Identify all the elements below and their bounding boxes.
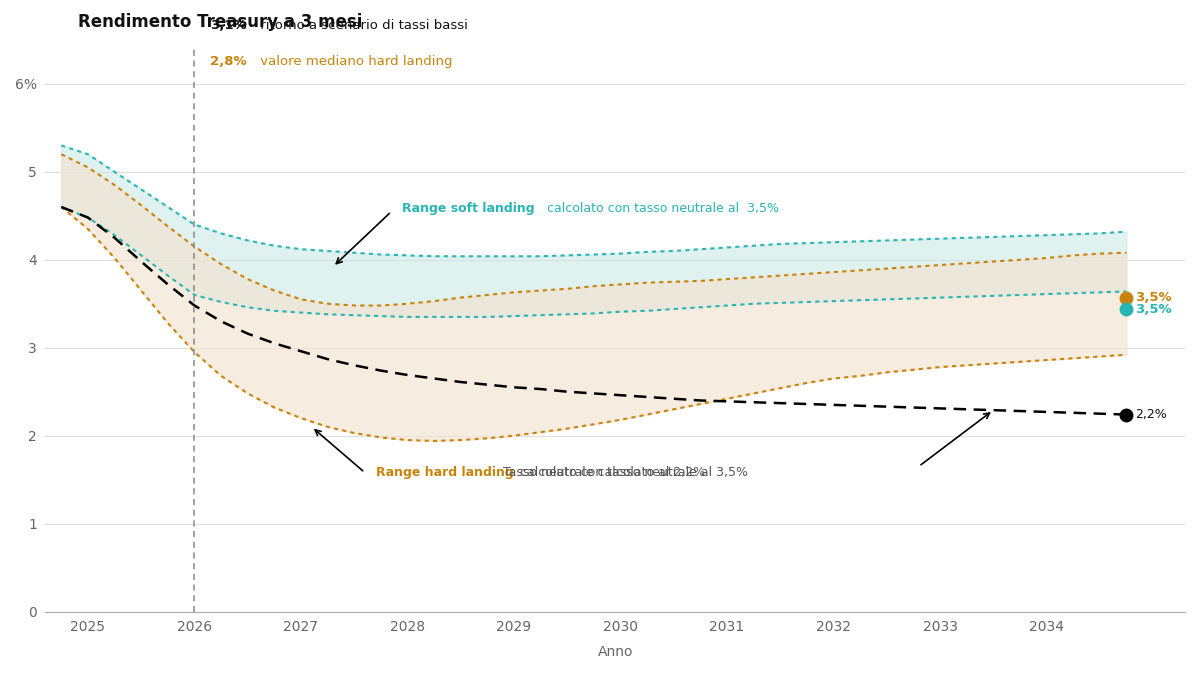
Text: Rendimento Treasury a 3 mesi: Rendimento Treasury a 3 mesi	[78, 13, 362, 32]
Text: valore mediano hard landing: valore mediano hard landing	[256, 55, 452, 67]
Text: calcolato con tasso neutrale al 3,5%: calcolato con tasso neutrale al 3,5%	[516, 466, 748, 479]
Text: 2,2%: 2,2%	[1135, 408, 1166, 421]
Text: Range hard landing: Range hard landing	[376, 466, 514, 479]
Text: 3,5%: 3,5%	[1135, 303, 1171, 315]
Text: Tasso neutrale calcolato al 2,2%: Tasso neutrale calcolato al 2,2%	[503, 466, 706, 479]
Text: 3,5%: 3,5%	[1135, 291, 1171, 304]
Text: calcolato con tasso neutrale al  3,5%: calcolato con tasso neutrale al 3,5%	[542, 202, 779, 215]
Text: 3,1%: 3,1%	[210, 19, 247, 32]
Text: Range soft landing: Range soft landing	[402, 202, 535, 215]
Text: 2,8%: 2,8%	[210, 55, 247, 67]
X-axis label: Anno: Anno	[598, 645, 632, 659]
Text: ritorno a scenario di tassi bassi: ritorno a scenario di tassi bassi	[256, 19, 468, 32]
